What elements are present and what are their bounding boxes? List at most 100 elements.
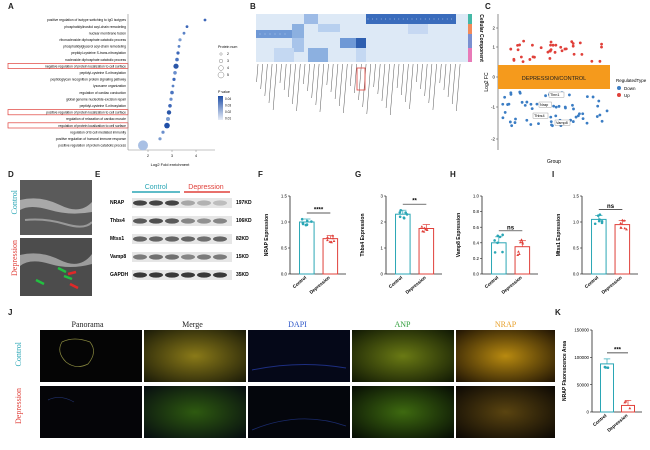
j-col-title-dapi: DAPI — [288, 320, 307, 329]
b-cluster-bar-3 — [468, 34, 472, 48]
b-column-label — [396, 63, 400, 89]
bar-point — [593, 222, 597, 226]
j-img-control-nrap — [456, 330, 555, 382]
a-bubble — [172, 77, 176, 81]
b-cell-marker — [372, 18, 373, 20]
e-band — [213, 236, 227, 242]
bar-y-tick: 1 — [381, 246, 384, 251]
c-point-down — [581, 117, 585, 121]
a-legend-size-title: Protein num — [218, 45, 237, 49]
panel-h-bar-chart: Vamp8 Expression 1.0 0.8 0.6 0.4 0.2 0.0 Contro… — [456, 194, 538, 295]
bar-point — [619, 226, 623, 229]
c-point-up — [553, 50, 557, 54]
bar-y-tick: 1.0 — [281, 220, 288, 225]
bar-point — [301, 221, 305, 225]
panel-b-heatmap: Cellular Component — [256, 14, 484, 116]
bar-category-label: Control — [584, 275, 600, 289]
panel-g-bar-chart: Thbs4 Expression 3 2 1 0 Control Depression ** — [360, 194, 442, 295]
bar-point — [600, 221, 604, 225]
e-band-kda: 106KD — [236, 218, 252, 224]
a-size-legend-dot — [219, 52, 223, 56]
b-cell-marker — [402, 18, 404, 20]
bar-point — [310, 220, 313, 223]
c-point-down — [571, 103, 574, 107]
bar — [591, 218, 607, 275]
b-column-label — [409, 63, 414, 110]
panel-label-d: D — [8, 170, 14, 179]
c-callout-label: Nrap — [540, 103, 548, 107]
a-term-label: phosphatidylinositol acyl-chain remodeli… — [64, 25, 126, 29]
bar-point — [501, 233, 504, 237]
b-column-label — [400, 63, 404, 96]
b-cell-marker — [269, 33, 271, 35]
b-column-label — [381, 63, 386, 102]
a-bubble — [176, 51, 180, 55]
e-band — [213, 218, 227, 224]
b-column-label — [292, 63, 296, 105]
bar-sig-label: *** — [614, 347, 622, 353]
j-row-label-depression: Depression — [14, 388, 23, 424]
b-column-label — [424, 63, 428, 97]
b-cell-marker — [446, 18, 448, 20]
a-size-legend-dot — [218, 59, 223, 64]
d-image-depression — [20, 238, 92, 296]
c-x-label: Group — [547, 159, 561, 165]
b-cell-marker — [367, 18, 369, 20]
c-point-down — [597, 99, 601, 103]
b-column-label — [358, 63, 362, 101]
c-point-up — [600, 45, 603, 49]
e-band — [149, 236, 163, 242]
bar-point — [620, 218, 624, 222]
b-column-label — [307, 63, 310, 92]
panel-a-bubble-chart: positive regulation of isotype switching… — [7, 14, 237, 167]
d-green-arrow-3 — [35, 278, 45, 286]
bar-point — [329, 240, 333, 243]
e-band-kda: 197KD — [236, 200, 252, 206]
c-point-up — [590, 59, 594, 63]
bar-point — [493, 239, 496, 242]
a-term-label: peptidyl-cysteine S-nitrosylation — [80, 71, 127, 75]
bar-point — [517, 252, 521, 256]
a-bubble — [203, 18, 207, 22]
b-column-label — [447, 63, 451, 98]
bar — [614, 224, 631, 275]
a-term-label: regulation of relaxation of cardiac musc… — [66, 117, 126, 121]
c-point-down — [518, 90, 522, 94]
bar-point — [404, 211, 407, 214]
c-point-down — [509, 92, 513, 96]
c-point-down — [572, 107, 575, 111]
bar-category-label: Depression — [501, 275, 524, 295]
c-point-up — [554, 43, 558, 47]
bar-point — [619, 221, 623, 225]
bar — [514, 246, 531, 275]
bar-category-label: Control — [292, 275, 308, 289]
bar — [322, 238, 339, 275]
b-column-label — [377, 63, 381, 95]
b-column-label — [456, 63, 461, 112]
bar-sig-label: ** — [412, 199, 417, 205]
c-y-tick: -1 — [491, 105, 495, 110]
e-band — [133, 200, 147, 206]
b-cluster-bar-1 — [468, 14, 472, 24]
e-band — [165, 254, 179, 260]
panel-f-bar-chart: NRAP Expression 1.5 1.0 0.5 0.0 Control Depres… — [264, 194, 346, 295]
c-banner-text: DEPRESSION/CONTROL — [522, 76, 586, 82]
b-heatmap-cell — [366, 14, 456, 24]
bar-point — [326, 238, 329, 242]
bar-y-tick: 0.5 — [281, 246, 288, 251]
bar-y-tick: 0.2 — [473, 256, 480, 261]
b-heatmap-cell — [340, 38, 356, 48]
b-cell-marker — [442, 18, 444, 20]
bar-y-tick: 0 — [381, 272, 384, 277]
bar — [299, 221, 315, 275]
panel-d-histology — [20, 180, 92, 296]
a-bubble — [178, 38, 182, 42]
b-column-label — [389, 63, 395, 116]
a-bubble — [166, 117, 170, 121]
e-band-name: Mtss1 — [110, 236, 124, 242]
bar-y-label: Vamp8 Expression — [456, 213, 462, 257]
a-term-label: positive regulation of protein localizat… — [46, 111, 126, 115]
a-bubble — [166, 110, 172, 115]
c-point-down — [557, 104, 561, 108]
c-point-up — [521, 60, 525, 64]
